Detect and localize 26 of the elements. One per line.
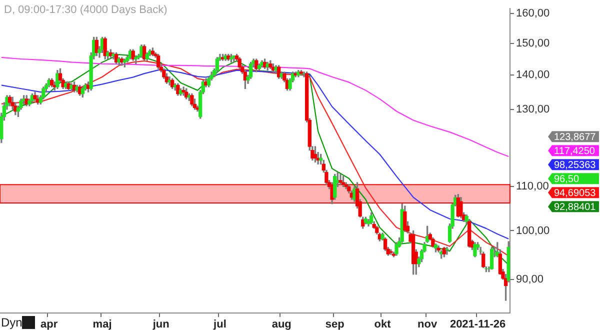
y-tick-label: 90,00 bbox=[516, 273, 544, 286]
candlestick bbox=[445, 246, 449, 255]
y-tick-label: 130,00 bbox=[516, 104, 550, 116]
text: Dyn bbox=[1, 315, 22, 330]
y-tick-label: 110,00 bbox=[516, 180, 549, 193]
y-tick-label: 140,00 bbox=[516, 69, 550, 82]
x-tick-label: sep bbox=[325, 318, 345, 330]
y-tick-label: 160,00 bbox=[516, 8, 550, 20]
text: 92,88401 bbox=[554, 202, 596, 213]
y-tick-label: 150,00 bbox=[516, 37, 550, 50]
x-tick-label: 2021-11-26 bbox=[450, 318, 506, 330]
text: 98,25363 bbox=[554, 160, 596, 171]
text: 94,69053 bbox=[554, 188, 596, 199]
candlestick bbox=[182, 86, 186, 96]
x-tick-label: jun bbox=[152, 318, 170, 330]
x-tick-label: nov bbox=[418, 318, 438, 330]
chart-title: D, 09:00-17:30 (4000 Days Back) bbox=[4, 4, 168, 16]
text: 96,50 bbox=[554, 174, 580, 185]
text: 123,8677 bbox=[554, 132, 596, 143]
y-tick-label: 100,00 bbox=[516, 224, 550, 237]
x-tick-label: maj bbox=[92, 318, 112, 330]
x-tick-label: aug bbox=[272, 318, 292, 330]
text: 117,4250 bbox=[554, 146, 596, 157]
x-tick-label: apr bbox=[40, 318, 58, 330]
x-tick-label: okt bbox=[374, 318, 392, 330]
x-tick-label: jul bbox=[212, 318, 226, 330]
